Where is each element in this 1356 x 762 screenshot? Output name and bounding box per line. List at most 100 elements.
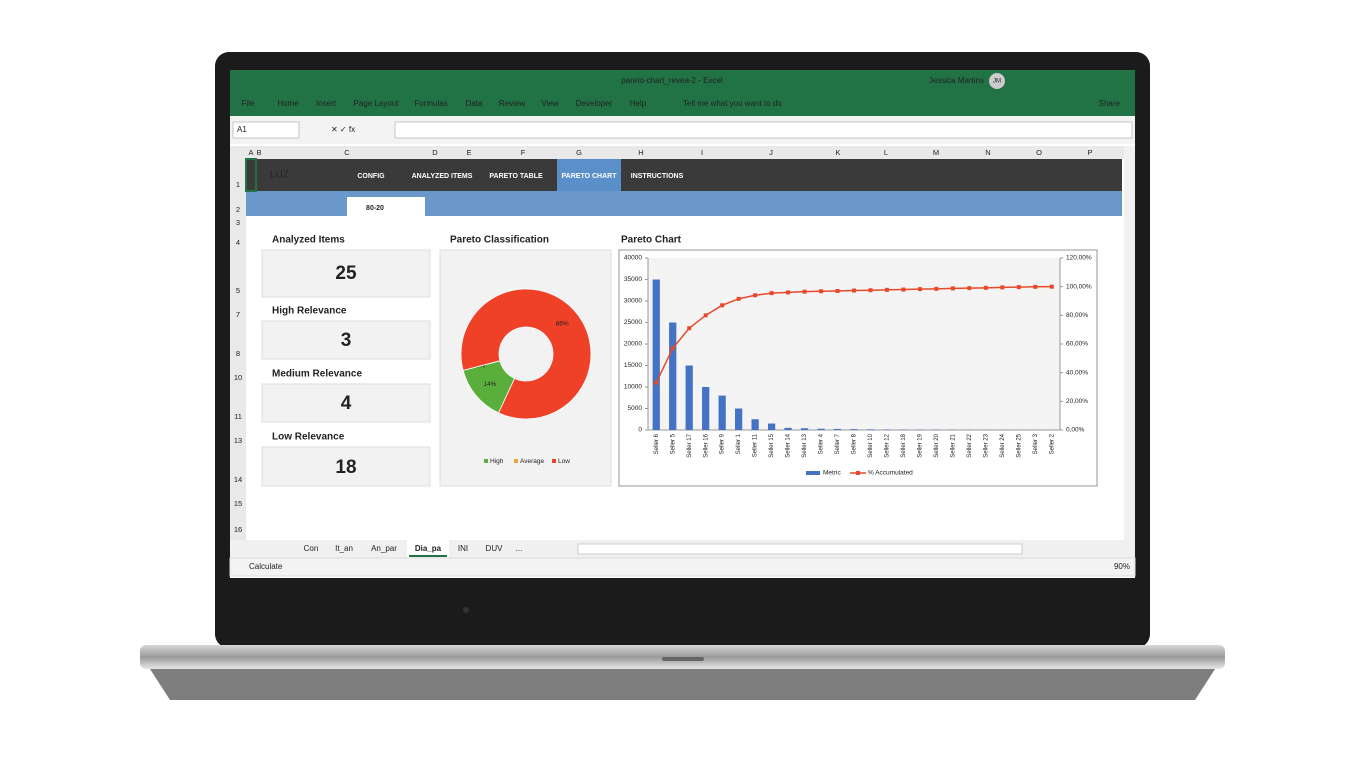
- ribbon-tab[interactable]: Insert: [316, 99, 337, 108]
- x-tick-label: Seller 24: [1000, 433, 1006, 457]
- row-header: 15: [234, 499, 242, 508]
- bar: [767, 423, 776, 430]
- column-header: H: [638, 148, 643, 157]
- x-tick-label: Seller 25: [1016, 433, 1022, 457]
- title-bar: [230, 70, 1135, 116]
- legend-swatch: [806, 471, 820, 475]
- horizontal-scrollbar[interactable]: [577, 543, 1023, 555]
- column-header: I: [701, 148, 703, 157]
- column-header: D: [432, 148, 438, 157]
- line-marker: [720, 303, 725, 308]
- nav-tab[interactable]: CONFIG: [357, 172, 385, 180]
- tell-me[interactable]: Tell me what you want to do: [683, 99, 782, 108]
- line-marker: [654, 380, 659, 385]
- legend-swatch: [552, 459, 556, 463]
- line-marker: [819, 289, 824, 294]
- formula-icons: ✕ ✓ fx: [331, 125, 355, 134]
- row-header: 4: [236, 238, 240, 247]
- kpi-label: Analyzed Items: [272, 235, 345, 246]
- column-header: O: [1036, 148, 1042, 157]
- bar: [735, 408, 743, 430]
- ribbon-tab[interactable]: Formulas: [414, 99, 447, 108]
- x-tick-label: Seller 13: [802, 433, 808, 457]
- avatar-initials: JM: [993, 79, 1001, 85]
- column-header-bar: [230, 146, 1135, 159]
- bar: [702, 387, 710, 430]
- name-box[interactable]: [232, 121, 300, 139]
- y-tick-label: 0: [638, 427, 642, 434]
- avatar[interactable]: [989, 73, 1005, 89]
- bar: [833, 428, 842, 430]
- row-header: 11: [234, 412, 242, 421]
- row-header: 14: [234, 475, 242, 484]
- ribbon-tab[interactable]: Developer: [576, 99, 613, 108]
- line-marker: [1000, 285, 1005, 290]
- x-tick-label: Seller 10: [868, 433, 874, 457]
- ribbon-tab[interactable]: Page Layout: [354, 99, 400, 108]
- line-marker: [868, 288, 873, 293]
- ribbon-tab[interactable]: Help: [630, 99, 647, 108]
- kpi-label: Low Relevance: [272, 432, 345, 443]
- sheet-tab[interactable]: INI: [458, 544, 468, 553]
- legend-label: Low: [558, 458, 570, 465]
- y-tick-label: 5000: [628, 405, 643, 412]
- line-marker: [670, 346, 675, 351]
- nav-tab[interactable]: INSTRUCTIONS: [630, 172, 684, 180]
- nav-tab[interactable]: PARETO TABLE: [489, 172, 543, 180]
- sheet-tab[interactable]: Dia_pa: [415, 544, 442, 553]
- y-tick-label: 25000: [624, 319, 642, 326]
- kpi-value: 3: [341, 330, 352, 351]
- y2-tick-label: 80,00%: [1066, 312, 1088, 319]
- sheet-tab[interactable]: It_an: [335, 544, 353, 553]
- sub-tab-label: 80-20: [366, 205, 384, 212]
- legend-swatch: [514, 459, 518, 463]
- column-header: G: [576, 148, 582, 157]
- y-tick-label: 20000: [624, 341, 642, 348]
- sheet-tab[interactable]: DUV: [486, 544, 504, 553]
- line-marker: [884, 287, 889, 292]
- y-tick-label: 15000: [624, 362, 642, 369]
- status-mode: Calculate: [249, 562, 283, 571]
- laptop-bottom: [150, 669, 1215, 700]
- nav-tab[interactable]: PARETO CHART: [561, 172, 617, 180]
- line-marker: [852, 288, 856, 293]
- ribbon-tab[interactable]: File: [242, 99, 255, 108]
- y2-tick-label: 40,00%: [1066, 369, 1088, 376]
- x-tick-label: Seller 21: [950, 433, 956, 457]
- sheet-tab[interactable]: An_par: [371, 544, 397, 553]
- ribbon-tab[interactable]: Review: [499, 99, 525, 108]
- row-header: 7: [236, 310, 240, 319]
- legend-swatch: [856, 471, 860, 475]
- vertical-scrollbar[interactable]: [1124, 146, 1135, 540]
- ribbon-tab[interactable]: View: [541, 99, 558, 108]
- line-marker: [769, 291, 774, 296]
- bar: [669, 322, 677, 430]
- x-tick-label: Seller 19: [917, 433, 923, 457]
- x-tick-label: Seller 11: [753, 433, 759, 457]
- data-label: 86%: [556, 321, 569, 328]
- window-title: pareto-chart_revea-2 - Excel: [621, 76, 723, 85]
- line-marker: [917, 287, 922, 292]
- share-button[interactable]: Share: [1099, 99, 1121, 108]
- kpi-card: [261, 320, 431, 360]
- row-header: 3: [236, 218, 240, 227]
- ribbon-tab[interactable]: Home: [277, 99, 299, 108]
- y-tick-label: 30000: [624, 298, 642, 305]
- line-marker: [835, 288, 840, 293]
- x-tick-label: Seller 16: [703, 433, 709, 457]
- x-tick-label: Seller 18: [901, 433, 907, 457]
- sheet-tab[interactable]: ...: [516, 544, 523, 553]
- ribbon-tab[interactable]: Data: [466, 99, 483, 108]
- x-tick-label: Seller 4: [819, 433, 825, 454]
- sheet-tab[interactable]: Con: [304, 544, 319, 553]
- nav-tab[interactable]: ANALYZED ITEMS: [411, 172, 473, 180]
- sub-tab[interactable]: [347, 197, 425, 216]
- x-tick-label: Seller 22: [967, 433, 973, 457]
- x-tick-label: Seller 3: [1033, 433, 1039, 454]
- line-marker: [786, 290, 791, 295]
- x-tick-label: Seller 20: [934, 433, 940, 457]
- column-header: M: [933, 148, 939, 157]
- line-marker: [1016, 285, 1021, 290]
- formula-bar[interactable]: [394, 121, 1133, 139]
